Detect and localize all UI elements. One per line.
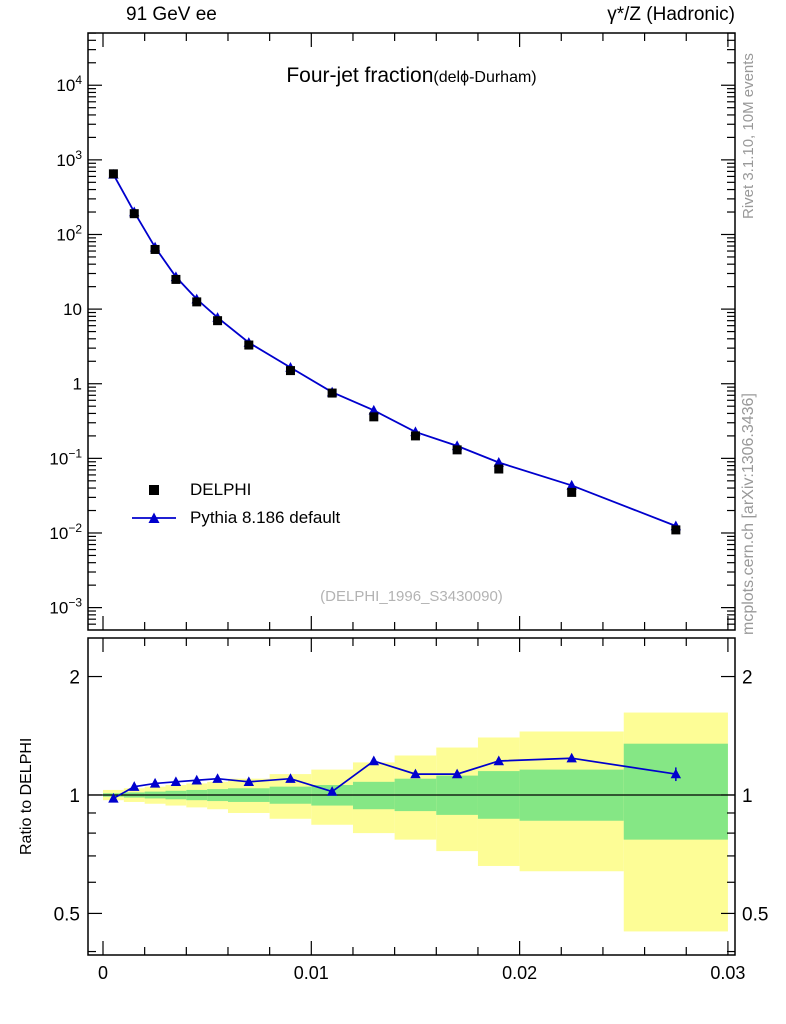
legend-item-delphi: DELPHI	[132, 476, 340, 504]
svg-text:10: 10	[63, 300, 82, 319]
legend-item-pythia: Pythia 8.186 default	[132, 504, 340, 532]
ratio-frame	[87, 637, 736, 956]
plot-title: Four-jet fraction(delϕ-Durham)	[88, 64, 735, 88]
svg-text:0.02: 0.02	[502, 963, 537, 983]
svg-text:10−3: 10−3	[49, 596, 82, 618]
legend-label-delphi: DELPHI	[190, 480, 252, 499]
analysis-watermark: (DELPHI_1996_S3430090)	[320, 588, 503, 605]
svg-text:0.01: 0.01	[294, 963, 329, 983]
ratio-axis-title: Ratio to DELPHI	[18, 737, 35, 855]
main-frame	[87, 32, 736, 631]
axis-ticks	[88, 32, 735, 955]
svg-text:0.5: 0.5	[742, 904, 768, 925]
ratio-uncertainty-bands	[102, 712, 728, 932]
plot-title-sub: (delϕ-Durham)	[433, 69, 537, 86]
svg-text:1: 1	[73, 375, 82, 394]
svg-text:2: 2	[742, 668, 753, 689]
svg-text:102: 102	[56, 222, 82, 244]
svg-text:10−1: 10−1	[49, 446, 82, 468]
plot-title-main: Four-jet fraction	[286, 64, 434, 87]
svg-text:0.5: 0.5	[54, 904, 80, 925]
beam-energy-label: 91 GeV ee	[126, 4, 217, 25]
svg-text:103: 103	[56, 148, 82, 170]
data-series	[108, 169, 681, 535]
process-label: γ*/Z (Hadronic)	[607, 4, 735, 25]
legend-label-pythia: Pythia 8.186 default	[190, 508, 341, 527]
svg-text:1: 1	[69, 786, 80, 807]
rivet-version-label: Rivet 3.1.10, 10M events	[740, 53, 757, 219]
ratio-series	[108, 752, 682, 803]
band-inner-bin	[623, 743, 728, 840]
svg-text:2: 2	[69, 668, 80, 689]
data-square-marker-icon	[149, 485, 159, 495]
legend: DELPHI Pythia 8.186 default	[132, 476, 340, 532]
svg-text:0.03: 0.03	[710, 963, 745, 983]
svg-text:0: 0	[98, 963, 108, 983]
mcplots-reference-label: mcplots.cern.ch [arXiv:1306.3436]	[740, 393, 757, 635]
svg-text:10−2: 10−2	[49, 521, 82, 543]
svg-text:1: 1	[742, 786, 753, 807]
axis-tick-labels: 0 0.01 0.02 0.03 10−3 10−2 10−1 1 10 102 103 104 0.5…	[49, 73, 768, 983]
mc-triangle-marker-icon	[132, 512, 176, 523]
svg-text:104: 104	[56, 73, 82, 95]
